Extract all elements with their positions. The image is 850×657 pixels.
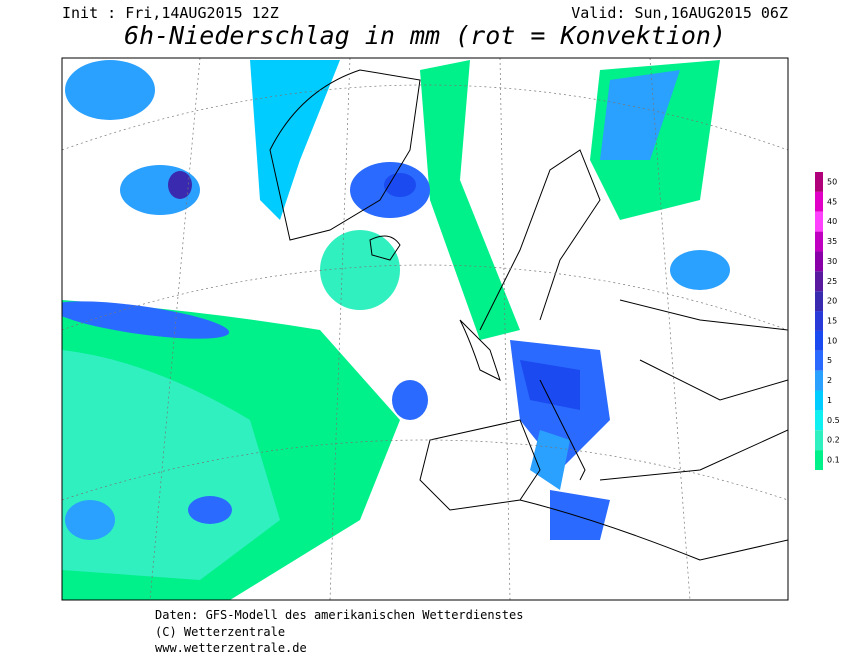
legend-swatch	[815, 311, 823, 331]
legend-swatch	[815, 211, 823, 232]
legend-swatch	[815, 231, 823, 252]
legend-swatch	[815, 410, 823, 431]
map-title: 6h-Niederschlag in mm (rot = Konvektion)	[124, 21, 726, 50]
legend-label: 0.5	[827, 416, 840, 425]
legend-label: 0.1	[827, 456, 840, 465]
legend-label: 15	[827, 317, 837, 326]
legend-label: 2	[827, 376, 832, 385]
legend-label: 1	[827, 396, 832, 405]
legend-swatch	[815, 330, 823, 351]
coastlines	[269, 69, 788, 561]
legend-swatch	[815, 430, 823, 451]
legend-label: 5	[827, 356, 832, 365]
legend-label: 30	[827, 257, 837, 266]
footer-url: www.wetterzentrale.de	[155, 641, 307, 655]
precipitation	[62, 60, 730, 600]
legend-label: 50	[827, 177, 837, 186]
legend-label: 25	[827, 277, 837, 286]
legend-swatch	[815, 350, 823, 371]
legend-label: 35	[827, 237, 837, 246]
legend-swatch	[815, 191, 823, 212]
legend-swatch	[815, 390, 823, 411]
footer-copyright: (C) Wetterzentrale	[155, 625, 285, 639]
legend-swatch	[815, 450, 823, 470]
map-frame	[61, 57, 789, 601]
graticule	[62, 58, 788, 600]
footer-source: Daten: GFS-Modell des amerikanischen Wet…	[155, 608, 523, 622]
legend-swatch	[815, 291, 823, 312]
valid-time: Valid: Sun,16AUG2015 06Z	[571, 4, 788, 22]
legend-swatch	[815, 251, 823, 272]
legend: 50 45 40 35 30 25 20 15 10 5 2 1 0.5 0.2 0.1	[815, 172, 840, 470]
legend-swatch	[815, 370, 823, 391]
legend-label: 40	[827, 217, 837, 226]
legend-swatch	[815, 172, 823, 192]
map	[61, 57, 789, 601]
legend-label: 45	[827, 197, 837, 206]
legend-label: 20	[827, 297, 837, 306]
legend-swatch	[815, 271, 823, 292]
legend-label: 0.2	[827, 436, 840, 445]
legend-label: 10	[827, 336, 837, 345]
init-time: Init : Fri,14AUG2015 12Z	[62, 4, 279, 22]
